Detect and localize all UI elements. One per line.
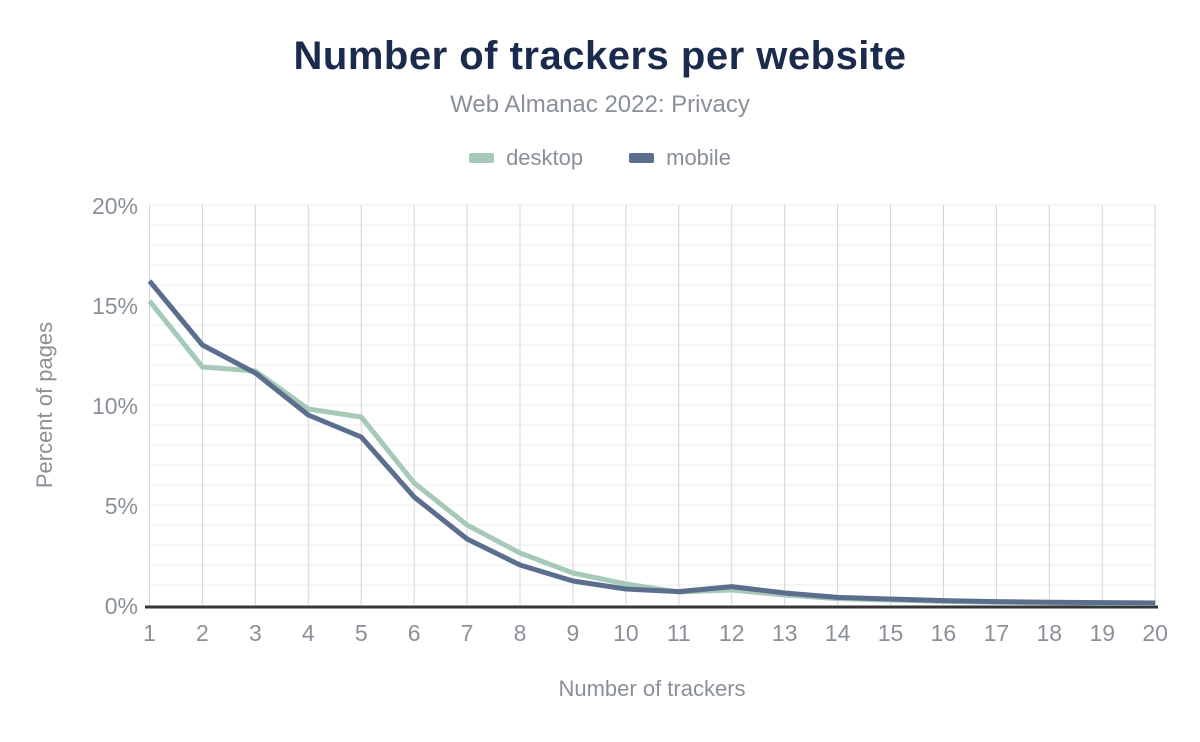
x-tick-label: 14 (825, 620, 851, 646)
y-tick-label: 20% (92, 193, 138, 219)
chart-legend: desktop mobile (0, 145, 1200, 171)
series-line-desktop (147, 299, 1156, 606)
x-tick-label: 20 (1142, 620, 1168, 646)
x-tick-label: 12 (719, 620, 745, 646)
x-tick-label: 1 (143, 620, 156, 646)
legend-label-desktop: desktop (506, 145, 584, 170)
y-tick-label: 0% (105, 593, 138, 619)
x-tick-label: 10 (613, 620, 639, 646)
x-tick-label: 9 (567, 620, 580, 646)
x-tick-label: 4 (302, 620, 315, 646)
legend-item-mobile: mobile (629, 145, 731, 171)
chart-subtitle: Web Almanac 2022: Privacy (450, 91, 750, 118)
mobile-series-swatch (629, 153, 655, 163)
x-tick-label: 3 (249, 620, 262, 646)
series-line-mobile (147, 279, 1156, 606)
y-tick-label: 10% (92, 393, 138, 419)
x-tick-label: 5 (355, 620, 368, 646)
x-tick-label: 11 (667, 620, 691, 646)
x-tick-label: 16 (931, 620, 957, 646)
x-tick-label: 7 (461, 620, 474, 646)
x-tick-label: 19 (1089, 620, 1115, 646)
x-tick-label: 13 (772, 620, 798, 646)
x-tick-label: 18 (1037, 620, 1063, 646)
legend-label-mobile: mobile (666, 145, 731, 170)
y-tick-label: 5% (105, 493, 138, 519)
y-tick-label: 15% (92, 293, 138, 319)
x-tick-label: 17 (984, 620, 1010, 646)
x-tick-label: 8 (514, 620, 527, 646)
x-axis-title: Number of trackers (558, 676, 746, 701)
x-tick-label: 15 (878, 620, 904, 646)
desktop-series-swatch (469, 153, 495, 163)
chart-title: Number of trackers per website (293, 34, 907, 78)
legend-item-desktop: desktop (469, 145, 583, 171)
x-tick-label: 6 (408, 620, 421, 646)
x-tick-label: 2 (196, 620, 209, 646)
